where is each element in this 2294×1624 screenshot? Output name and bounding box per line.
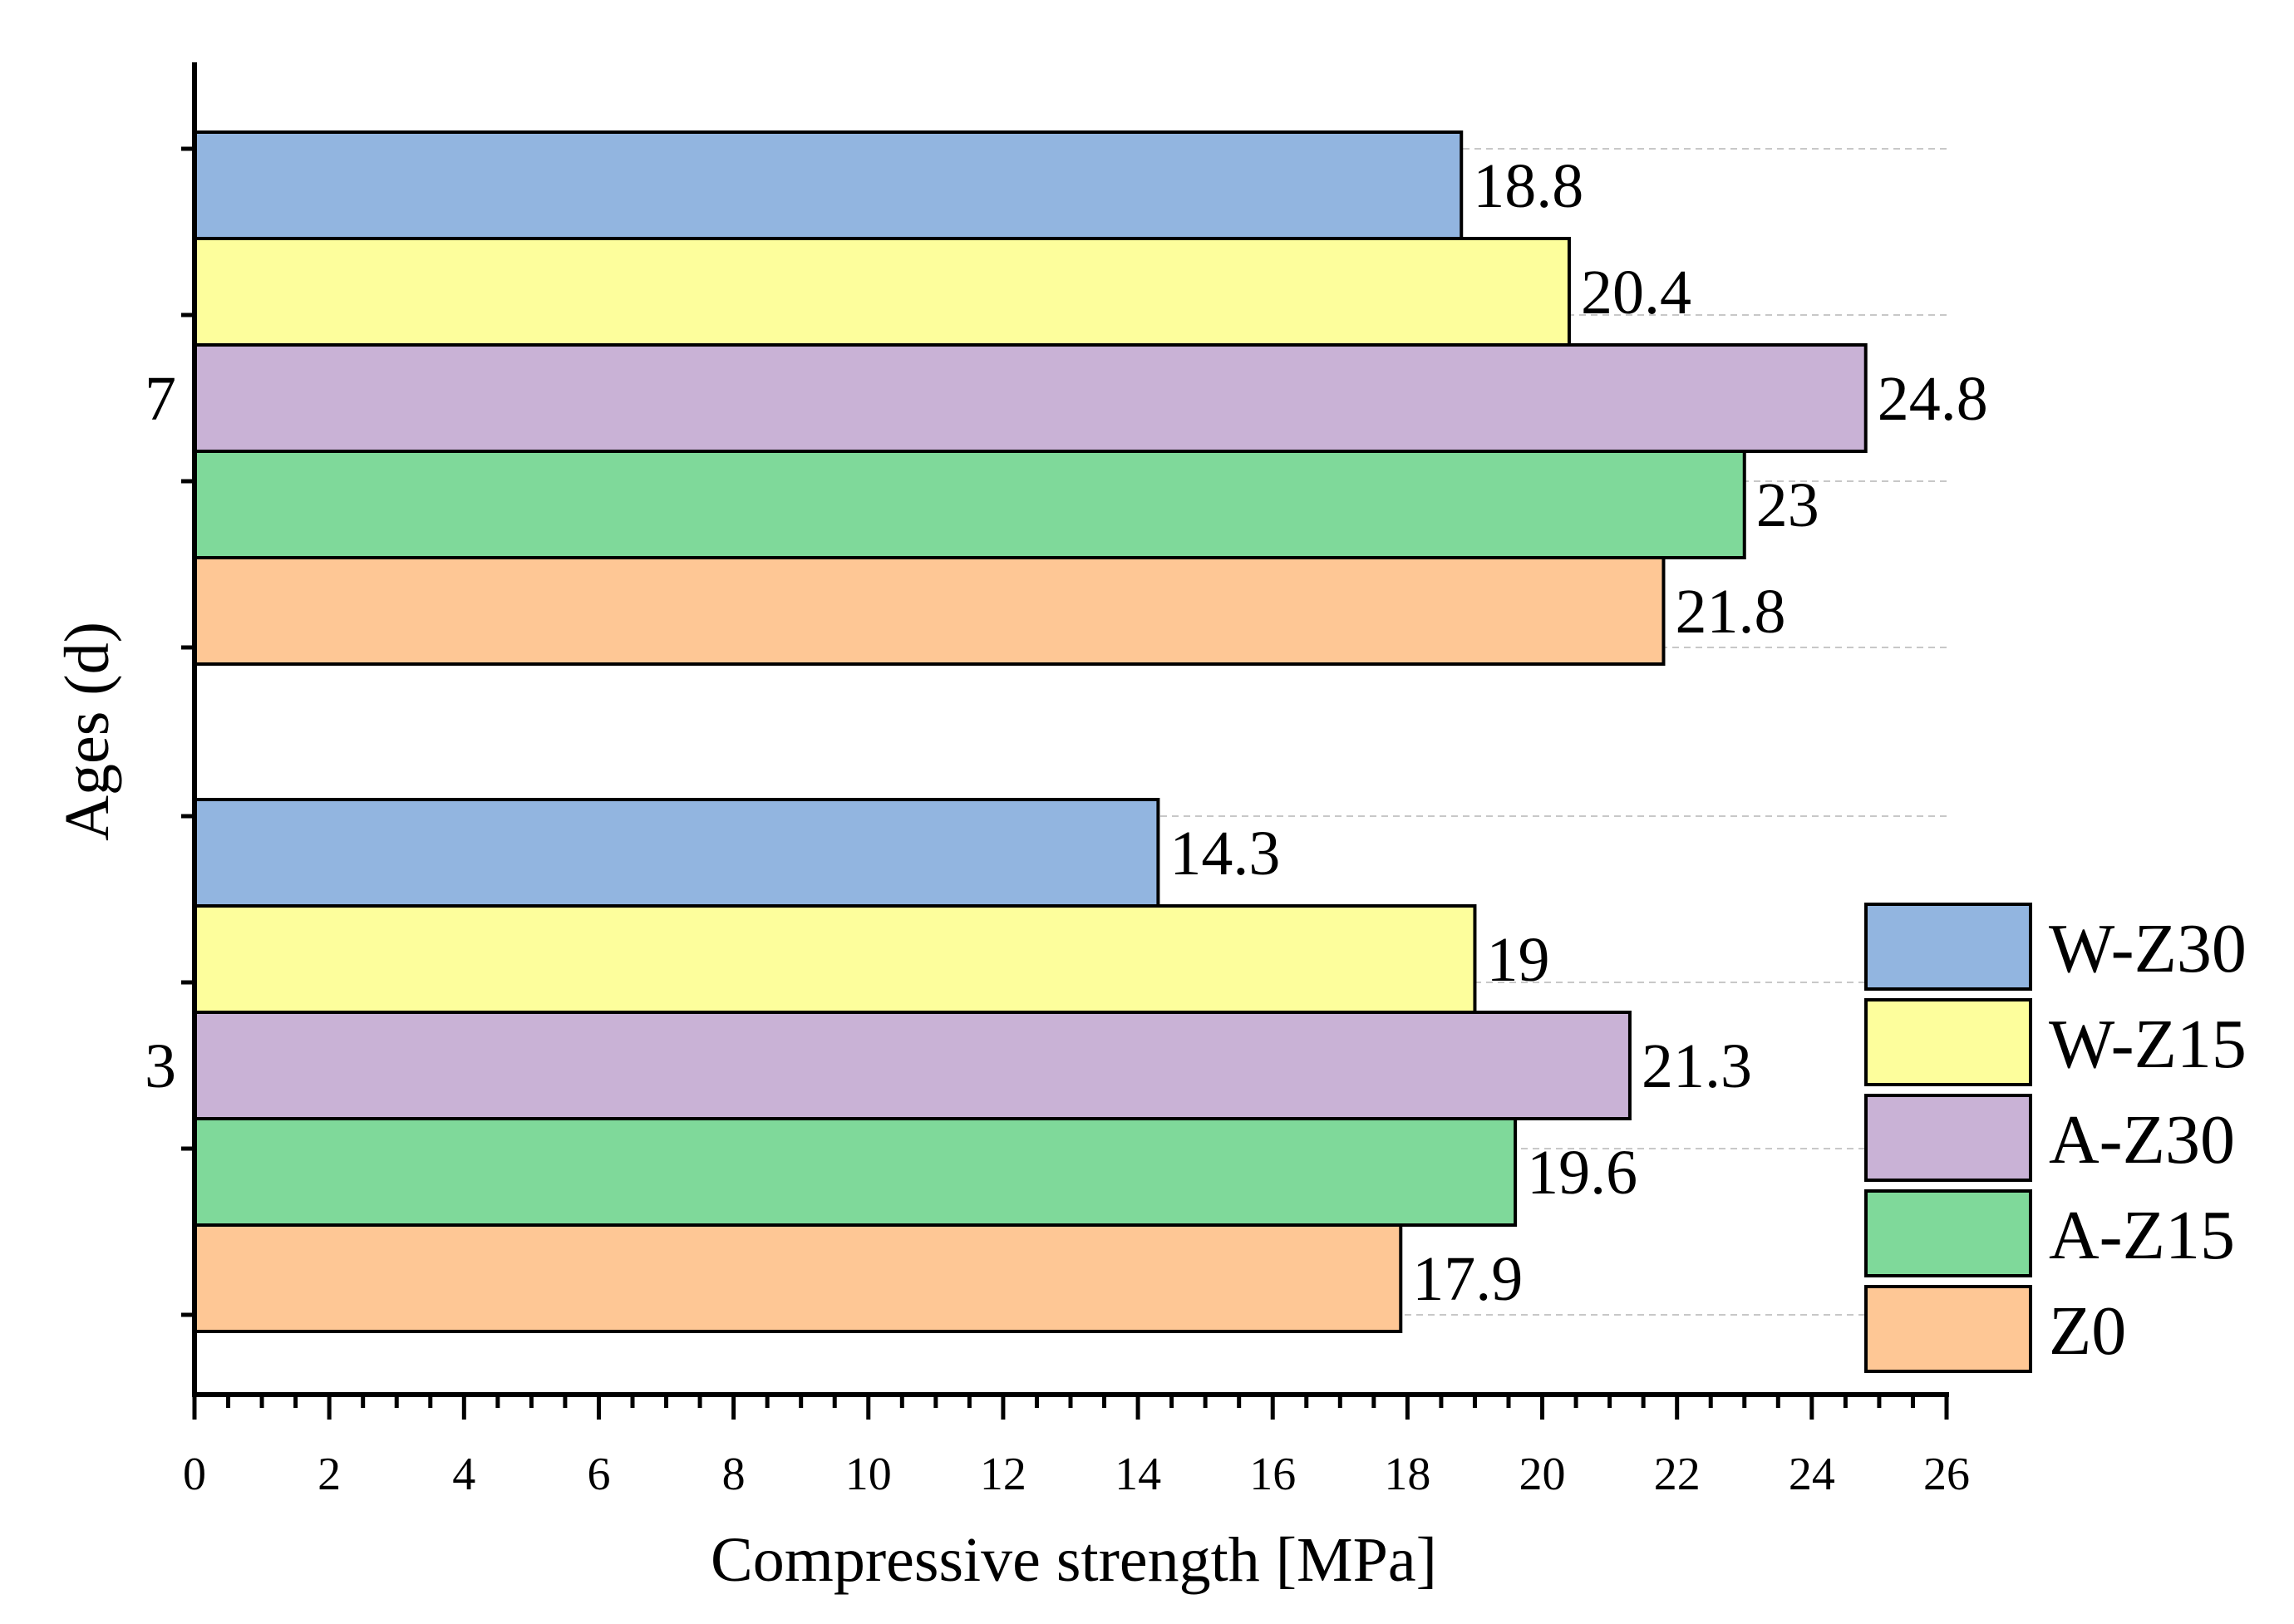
bar-a-z30-day-7 bbox=[193, 343, 1868, 453]
legend-label-w-z30: W-Z30 bbox=[2049, 910, 2247, 987]
x-tick-label-1: 2 bbox=[318, 1449, 341, 1500]
bars bbox=[193, 130, 1868, 1333]
x-tick-label-0: 0 bbox=[183, 1449, 206, 1500]
bar-w-z15-day-3 bbox=[193, 904, 1477, 1014]
x-axis-title: Compressive strength [MPa] bbox=[711, 1525, 1437, 1595]
y-axis-ticks bbox=[181, 146, 194, 1317]
legend-swatch-a-z15 bbox=[1864, 1189, 2032, 1277]
bar-z0-day-7 bbox=[193, 556, 1666, 666]
x-tick-label-10: 20 bbox=[1519, 1449, 1566, 1500]
category-label-3: 3 bbox=[145, 1031, 176, 1101]
category-label-7: 7 bbox=[145, 364, 176, 434]
x-tick-label-13: 26 bbox=[1923, 1449, 1970, 1500]
legend-label-w-z15: W-Z15 bbox=[2049, 1006, 2247, 1083]
bar-z0-day-3 bbox=[193, 1223, 1403, 1333]
legend-swatch-w-z30 bbox=[1864, 903, 2032, 991]
bar-w-z15-day-7 bbox=[193, 237, 1571, 347]
data-label-w-z15-day-7: 20.4 bbox=[1581, 258, 1691, 327]
data-label-a-z30-day-7: 24.8 bbox=[1878, 364, 1988, 434]
data-label-w-z30-day-3: 14.3 bbox=[1169, 819, 1280, 888]
x-tick-label-4: 8 bbox=[722, 1449, 746, 1500]
x-tick-label-7: 14 bbox=[1115, 1449, 1161, 1500]
y-axis-title: Ages (d) bbox=[52, 622, 122, 841]
bar-w-z30-day-7 bbox=[193, 130, 1464, 240]
x-tick-label-11: 22 bbox=[1654, 1449, 1701, 1500]
x-tick-label-3: 6 bbox=[587, 1449, 610, 1500]
data-label-z0-day-3: 17.9 bbox=[1412, 1244, 1523, 1314]
legend-label-a-z30: A-Z30 bbox=[2049, 1101, 2235, 1179]
data-label-w-z30-day-7: 18.8 bbox=[1473, 151, 1583, 221]
bar-a-z15-day-3 bbox=[193, 1117, 1518, 1227]
legend-swatch-z0 bbox=[1864, 1285, 2032, 1373]
data-label-a-z30-day-3: 21.3 bbox=[1642, 1031, 1752, 1101]
x-axis-ticks: 0 2 4 6 8 10 12 14 16 18 20 22 24 26 bbox=[183, 1395, 1970, 1500]
legend-label-z0: Z0 bbox=[2049, 1292, 2126, 1370]
legend-swatch-w-z15 bbox=[1864, 998, 2032, 1086]
data-labels: 14.3 19 21.319.617.9 18.8 20.4 24.8 23 21.8 bbox=[1169, 151, 1987, 1314]
x-tick-label-6: 12 bbox=[980, 1449, 1026, 1500]
x-tick-label-9: 18 bbox=[1384, 1449, 1430, 1500]
x-tick-label-8: 16 bbox=[1249, 1449, 1296, 1500]
data-label-w-z15-day-3: 19 bbox=[1486, 925, 1549, 995]
bar-a-z30-day-3 bbox=[193, 1011, 1632, 1120]
bar-w-z30-day-3 bbox=[193, 798, 1160, 908]
x-tick-label-2: 4 bbox=[452, 1449, 475, 1500]
data-label-z0-day-7: 21.8 bbox=[1675, 577, 1785, 647]
legend: W-Z30 W-Z15 A-Z30 A-Z15 Z0 bbox=[1864, 903, 2247, 1373]
x-tick-label-5: 10 bbox=[845, 1449, 892, 1500]
category-labels: 37 bbox=[145, 364, 176, 1101]
x-tick-label-12: 24 bbox=[1789, 1449, 1835, 1500]
bar-a-z15-day-7 bbox=[193, 450, 1746, 559]
legend-swatch-a-z30 bbox=[1864, 1094, 2032, 1182]
legend-label-a-z15: A-Z15 bbox=[2049, 1197, 2235, 1274]
data-label-a-z15-day-7: 23 bbox=[1756, 470, 1819, 540]
data-label-a-z15-day-3: 19.6 bbox=[1527, 1138, 1637, 1208]
